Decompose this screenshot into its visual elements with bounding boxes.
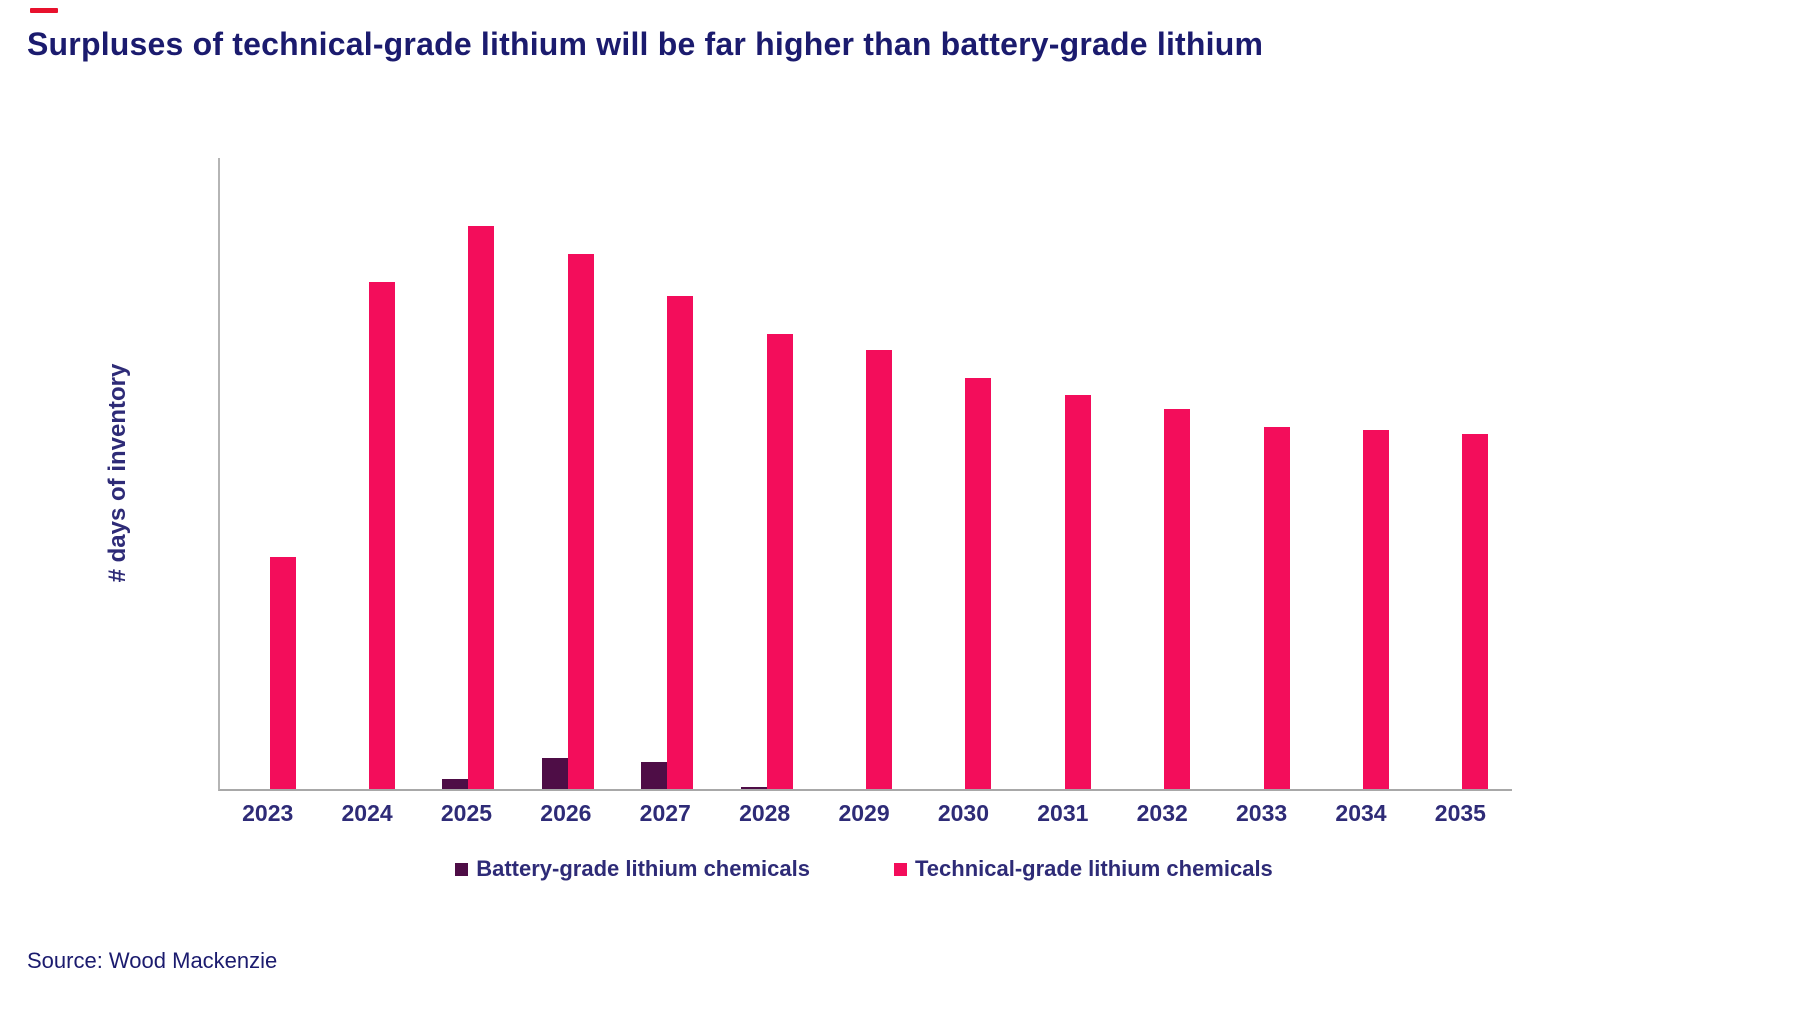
bar-2034-technical [1362,430,1389,789]
category-column-2026 [518,158,617,789]
x-tick-2030: 2030 [937,800,990,826]
chart-title: Surpluses of technical-grade lithium wil… [27,26,1264,62]
bar-2028-technical [766,334,793,789]
bar-2029-technical [866,350,893,789]
category-column-2028 [717,158,816,789]
category-column-2031 [1015,158,1114,789]
bar-2026-battery [541,758,568,789]
legend-item-technical: Technical-grade lithium chemicals [893,856,1273,882]
bar-2027-battery [641,762,668,789]
x-tick-2025: 2025 [440,800,493,826]
technical-swatch-icon [893,862,907,876]
x-tick-2023: 2023 [242,800,294,826]
x-tick-2031: 2031 [1037,800,1089,826]
category-column-2025 [419,158,518,789]
plot-area [218,158,1512,791]
bar-2023-technical [269,557,296,789]
x-tick-2029: 2029 [838,800,890,826]
category-column-2027 [618,158,717,789]
category-column-2024 [319,158,418,789]
category-column-2034 [1313,158,1412,789]
x-axis-labels: 2023 2024 2025 2026 2027 2028 2029 2030 2031 2032… [218,800,1510,827]
bar-2026-technical [567,254,594,789]
category-column-2032 [1115,158,1214,789]
x-tick-2027: 2027 [639,800,691,826]
category-column-2023 [220,158,319,789]
source-note: Source: Wood Mackenzie [27,948,278,973]
bar-2025-technical [468,226,495,789]
x-tick-2032: 2032 [1136,800,1188,826]
bar-2032-technical [1164,409,1191,789]
x-tick-2033: 2033 [1236,800,1288,826]
x-tick-2026: 2026 [540,800,592,826]
bar-2031-technical [1064,395,1091,789]
y-axis-label: # days of inventory [104,363,131,583]
category-column-2035 [1413,158,1512,789]
x-tick-2035: 2035 [1434,800,1486,826]
bar-2024-technical [369,282,396,789]
legend-label-technical: Technical-grade lithium chemicals [914,856,1273,881]
legend-item-battery: Battery-grade lithium chemicals [455,856,810,882]
legend-label-battery: Battery-grade lithium chemicals [476,856,810,881]
bar-2030-technical [965,378,992,789]
bar-2033-technical [1263,427,1290,789]
bar-2027-technical [667,296,694,789]
x-tick-2024: 2024 [341,800,393,826]
bar-2035-technical [1462,434,1489,789]
category-column-2030 [916,158,1015,789]
category-column-2029 [816,158,915,789]
x-tick-2028: 2028 [739,800,791,826]
brand-dash [30,8,58,13]
category-column-2033 [1214,158,1313,789]
legend: Battery-grade lithium chemicals Technica… [218,856,1510,882]
battery-swatch-icon [455,862,469,876]
bar-2025-battery [442,779,469,789]
x-tick-2034: 2034 [1335,800,1387,826]
bar-2028-battery [740,787,767,789]
